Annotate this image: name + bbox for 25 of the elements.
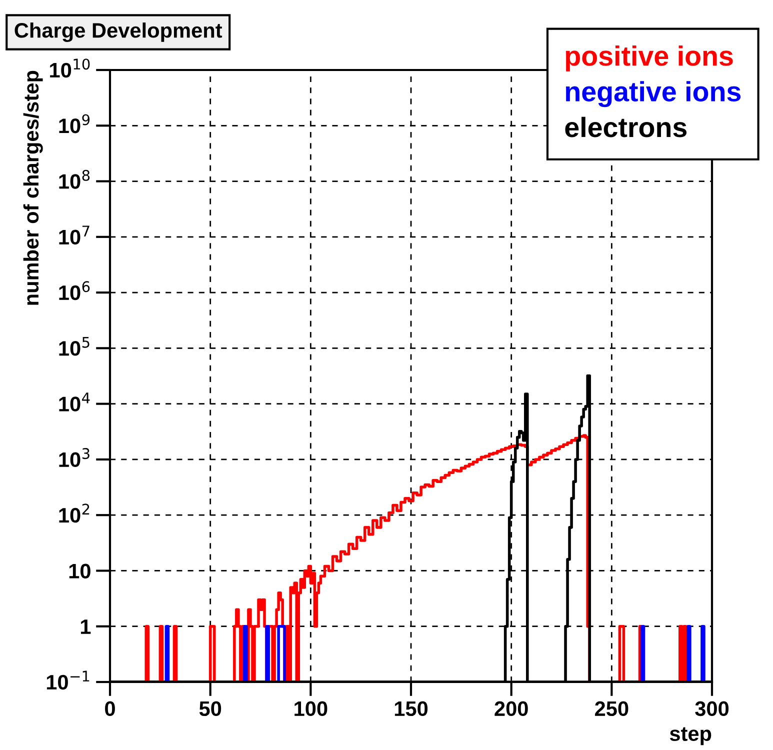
y-tick-label: 10$^{6}$ <box>59 281 90 300</box>
x-tick-label: 250 <box>595 701 628 716</box>
y-tick-label: 10$^{8}$ <box>59 170 90 189</box>
y-tick-label: 10$^{3}$ <box>59 448 90 468</box>
y-tick-label: 10$^{4}$ <box>59 392 90 412</box>
y-tick-label: 10$^{9}$ <box>59 114 90 134</box>
y-axis-title: number of charges/step <box>23 70 43 305</box>
y-tick-label: 10 <box>69 564 90 578</box>
text: positive ions <box>566 45 733 72</box>
y-tick-label: 10$^{−1}$ <box>46 670 90 690</box>
x-tick-label: 50 <box>199 701 222 716</box>
y-tick-label: 10$^{7}$ <box>59 226 90 245</box>
x-tick-label: 100 <box>294 701 328 716</box>
x-tick-label: 200 <box>494 701 528 716</box>
x-tick-label: 300 <box>695 701 729 716</box>
y-tick-label: 10$^{10}$ <box>50 58 90 78</box>
x-tick-label: 150 <box>394 701 428 716</box>
x-axis-title: step <box>670 727 712 746</box>
chart-title: Charge Development <box>14 22 222 42</box>
y-tick-label: 10$^{5}$ <box>59 336 90 356</box>
text: negative ions <box>566 81 741 108</box>
y-tick-label: 10$^{2}$ <box>59 504 90 523</box>
text: electrons <box>565 116 687 138</box>
y-tick-label: 1 <box>80 620 91 634</box>
x-tick-label: 0 <box>105 701 115 716</box>
